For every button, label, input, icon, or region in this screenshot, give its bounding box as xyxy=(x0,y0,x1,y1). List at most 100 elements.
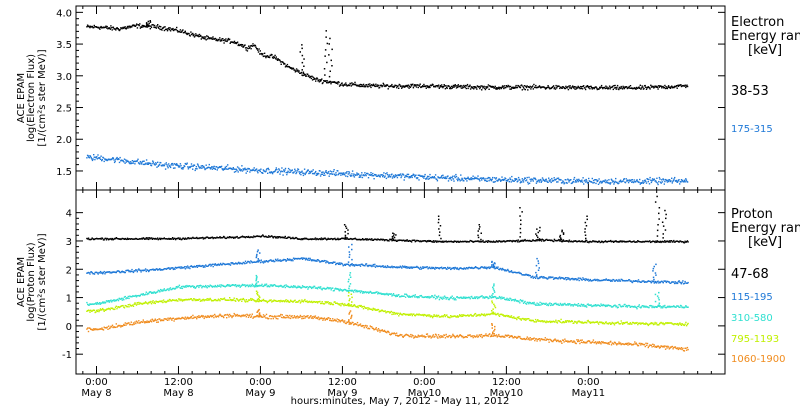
electron-point xyxy=(111,29,113,31)
electron-point xyxy=(126,25,129,28)
proton-point xyxy=(329,238,332,240)
proton-point xyxy=(522,240,525,242)
proton-point xyxy=(284,286,286,289)
electron-point xyxy=(379,176,381,178)
proton-point xyxy=(634,305,636,307)
proton-point xyxy=(664,280,666,282)
electron-point xyxy=(176,163,178,165)
electron-point xyxy=(287,167,290,170)
proton-point xyxy=(437,295,440,297)
proton-point xyxy=(415,266,417,268)
proton-point xyxy=(131,296,133,298)
proton-point xyxy=(147,269,149,271)
proton-point xyxy=(570,278,573,280)
proton-point xyxy=(643,305,646,307)
electron-point xyxy=(386,84,389,86)
electron-point xyxy=(396,176,399,179)
electron-point xyxy=(163,164,166,167)
electron-point xyxy=(608,179,610,181)
proton-point xyxy=(583,303,585,306)
electron-point xyxy=(635,86,638,89)
proton-spike-point xyxy=(344,236,347,238)
proton-point xyxy=(524,300,526,303)
proton-point xyxy=(664,304,666,307)
electron-point xyxy=(567,88,570,91)
proton-point xyxy=(434,266,437,269)
proton-point xyxy=(495,241,497,243)
proton-point xyxy=(381,265,383,268)
proton-point xyxy=(196,237,199,240)
proton-point xyxy=(617,240,619,243)
electron-point xyxy=(197,34,199,36)
proton-point xyxy=(595,279,598,281)
proton-point xyxy=(374,291,377,294)
electron-point xyxy=(374,85,376,88)
proton-point xyxy=(413,294,415,297)
electron-point xyxy=(248,45,250,47)
electron-point xyxy=(576,178,578,181)
proton-point xyxy=(639,306,641,308)
electron-point xyxy=(311,75,313,77)
proton-point xyxy=(470,267,472,269)
proton-point xyxy=(662,305,664,307)
proton-point xyxy=(661,306,663,308)
proton-point xyxy=(630,280,632,282)
proton-point xyxy=(468,266,471,269)
proton-point xyxy=(373,265,375,267)
proton-point xyxy=(607,279,609,281)
electron-point xyxy=(358,176,360,178)
proton-point xyxy=(679,240,682,242)
electron-point xyxy=(598,88,600,90)
electron-point xyxy=(586,180,588,182)
proton-point xyxy=(199,265,202,267)
electron-point xyxy=(612,180,614,182)
electron-point xyxy=(510,181,512,183)
proton-point xyxy=(671,305,673,308)
proton-point xyxy=(506,297,508,300)
proton-point xyxy=(244,262,246,265)
electron-point xyxy=(92,158,94,160)
proton-point xyxy=(552,304,554,306)
electron-point xyxy=(546,86,549,89)
electron-point xyxy=(403,86,405,88)
electron-point xyxy=(225,165,228,168)
electron-point xyxy=(136,27,139,29)
proton-point xyxy=(584,279,586,282)
electron-point xyxy=(353,173,355,175)
proton-point xyxy=(664,280,667,282)
electron-point xyxy=(549,179,552,181)
proton-point xyxy=(205,286,208,288)
proton-point xyxy=(162,269,164,271)
proton-point xyxy=(444,296,447,299)
proton-point xyxy=(232,284,234,286)
electron-point xyxy=(601,181,603,184)
proton-point xyxy=(173,287,175,290)
proton-point xyxy=(119,271,121,274)
proton-point xyxy=(407,240,409,242)
proton-point xyxy=(114,299,117,301)
proton-point xyxy=(165,301,168,303)
proton-point xyxy=(210,285,212,287)
proton-point xyxy=(100,272,102,274)
proton-point xyxy=(316,260,318,262)
electron-point xyxy=(529,178,531,181)
proton-point xyxy=(140,293,142,296)
electron-point xyxy=(283,169,285,171)
proton-point xyxy=(601,279,603,282)
electron-point xyxy=(620,85,622,88)
proton-point xyxy=(522,239,524,241)
proton-point xyxy=(435,241,438,243)
proton-point xyxy=(509,239,511,242)
proton-point xyxy=(558,238,560,241)
proton-point xyxy=(493,296,495,298)
proton-point xyxy=(401,267,403,269)
electron-point xyxy=(207,35,209,38)
proton-spike-point xyxy=(492,263,495,266)
proton-point xyxy=(522,274,524,276)
proton-point xyxy=(344,263,346,266)
electron-point xyxy=(634,87,636,89)
proton-point xyxy=(246,284,248,287)
proton-point xyxy=(385,239,387,241)
proton-point xyxy=(250,285,252,288)
electron-point xyxy=(409,176,411,178)
